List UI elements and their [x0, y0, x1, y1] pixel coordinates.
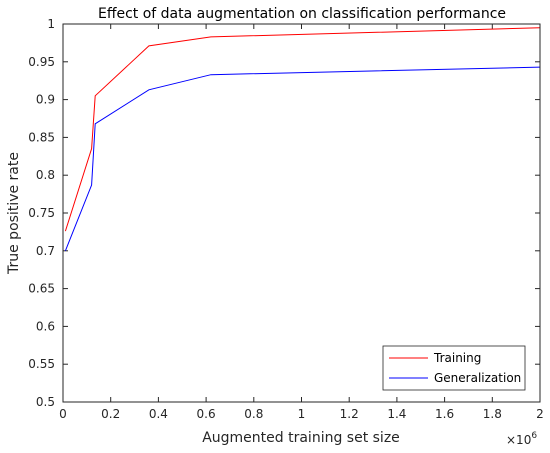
x-tick-label: 0.4: [149, 407, 168, 421]
y-tick-label: 0.85: [28, 130, 55, 144]
y-tick-label: 1: [47, 17, 55, 31]
x-tick-label: 1.8: [483, 407, 502, 421]
x-tick-label: 1.4: [387, 407, 406, 421]
x-tick-label: 1.6: [435, 407, 454, 421]
y-tick-label: 0.65: [28, 282, 55, 296]
x-axis-exponent: ×106: [506, 431, 537, 447]
x-tick-label: 0.2: [101, 407, 120, 421]
y-tick-label: 0.5: [36, 395, 55, 409]
x-axis-exponent-power: 6: [531, 431, 537, 441]
series-line-training: [64, 27, 541, 232]
x-tick-label: 1: [298, 407, 306, 421]
legend-label-training: Training: [433, 351, 481, 365]
x-tick-label: 0: [59, 407, 67, 421]
legend-label-generalization: Generalization: [434, 371, 521, 385]
plot-area-frame: [62, 23, 541, 403]
y-tick-label: 0.9: [36, 93, 55, 107]
y-axis-label: True positive rate: [6, 152, 22, 275]
y-tick-label: 0.7: [36, 244, 55, 258]
x-axis-exponent-base: ×10: [506, 433, 531, 447]
y-tick-label: 0.8: [36, 168, 55, 182]
legend-box: [382, 345, 526, 391]
series-line-generalization: [64, 66, 541, 251]
series-layer: [64, 27, 541, 251]
x-tick-label: 2: [536, 407, 544, 421]
x-tick-label: 0.6: [197, 407, 216, 421]
tick-layer: 0 0.2 0.4 0.6 0.8 1 1.2 1.4 1.6 1.8 2 0.5 0.55 0.6 0.6…: [28, 17, 544, 421]
y-tick-label: 0.6: [36, 319, 55, 333]
legend: Training Generalization: [382, 345, 526, 391]
chart-title: Effect of data augmentation on classific…: [98, 6, 506, 22]
x-axis-label: Augmented training set size: [202, 430, 400, 446]
x-tick-label: 1.2: [340, 407, 359, 421]
y-tick-label: 0.95: [28, 55, 55, 69]
y-tick-label: 0.75: [28, 206, 55, 220]
x-tick-label: 0.8: [244, 407, 263, 421]
y-tick-label: 0.55: [28, 357, 55, 371]
